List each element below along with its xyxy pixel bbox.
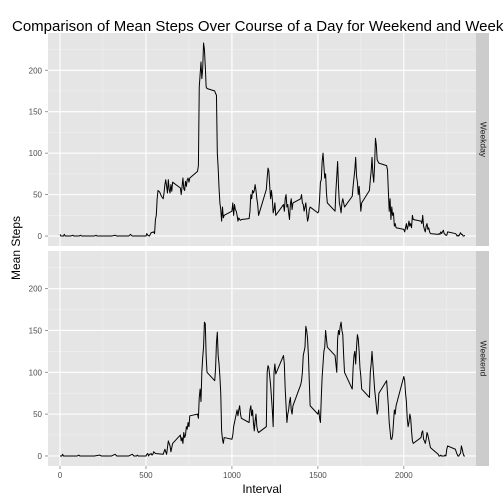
y-tick-label: 150 (29, 326, 43, 335)
y-tick-label: 100 (29, 149, 43, 158)
panel-weekend: 0 50 100 150 200 Weekend 0 500 1000 1500 2000 (29, 251, 489, 480)
y-tick-label: 100 (29, 368, 43, 377)
y-tick-label: 150 (29, 108, 43, 117)
y-axis-title: Mean Steps (9, 216, 23, 280)
y-tick-label: 50 (33, 191, 42, 200)
y-tick-label: 200 (29, 66, 43, 75)
chart-title: Comparison of Mean Steps Over Course of … (12, 18, 504, 35)
facet-strip-label: Weekday (478, 122, 488, 158)
x-tick-label: 2000 (395, 471, 413, 480)
facet-panels: 0 50 100 150 200 Weekday 0 50 100 150 200 Weekend 0 5… (29, 33, 489, 480)
y-tick-label: 200 (29, 285, 43, 294)
y-tick-label: 0 (38, 452, 43, 461)
x-tick-label: 0 (58, 471, 63, 480)
x-tick-label: 1000 (223, 471, 241, 480)
panel-weekday: 0 50 100 150 200 Weekday (29, 33, 489, 246)
x-tick-label: 1500 (309, 471, 327, 480)
x-tick-label: 500 (139, 471, 153, 480)
x-axis-title: Interval (242, 482, 281, 496)
panel-background (48, 33, 476, 246)
y-tick-label: 50 (33, 410, 42, 419)
facet-strip-label: Weekend (478, 341, 488, 377)
y-tick-label: 0 (38, 232, 43, 241)
